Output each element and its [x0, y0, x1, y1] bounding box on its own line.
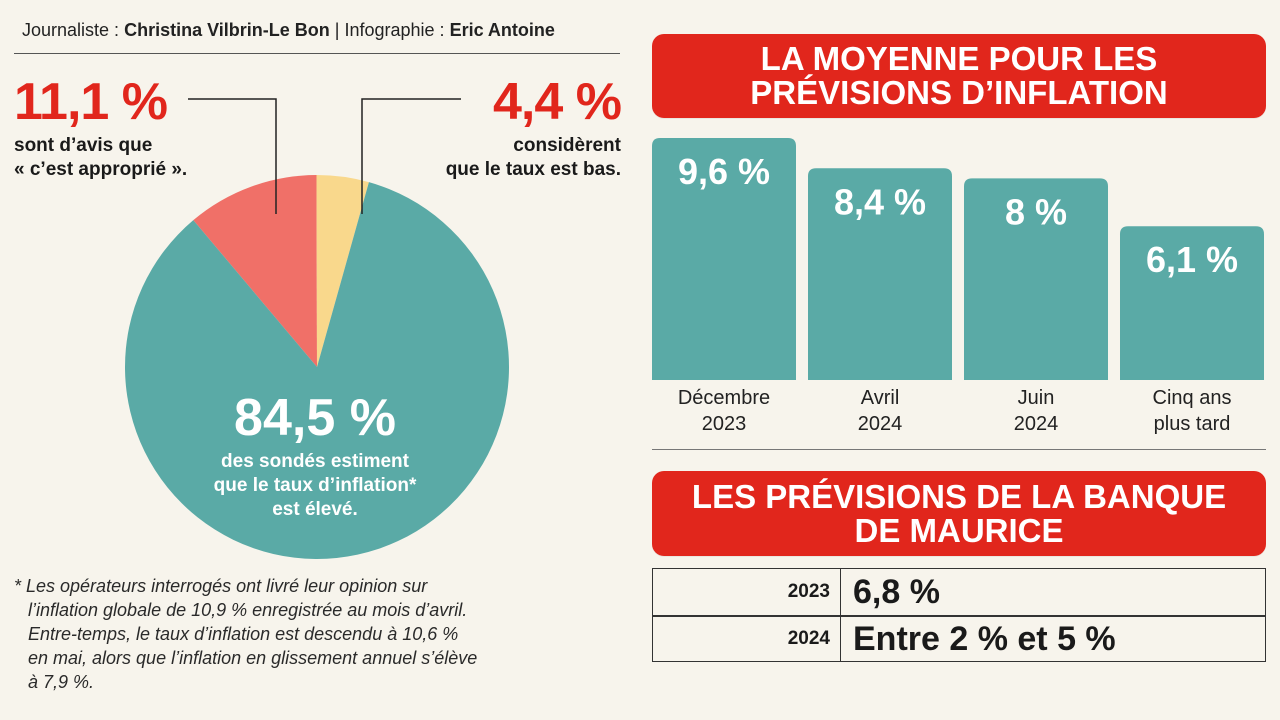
- footnote: * Les opérateurs interrogés ont livré le…: [14, 574, 614, 694]
- bar-category-line2: 2024: [857, 413, 903, 435]
- banner-moyenne-line1: LA MOYENNE POUR LES: [760, 40, 1158, 77]
- bar-value-label: 8 %: [1005, 191, 1067, 232]
- banner-banque: LES PRÉVISIONS DE LA BANQUE DE MAURICE: [652, 471, 1266, 556]
- forecast-year: 2023: [653, 569, 841, 615]
- leader-line-bas: [361, 98, 461, 214]
- journalist-name: Christina Vilbrin-Le Bon: [124, 20, 330, 40]
- leader-line-approprie: [188, 98, 277, 214]
- footnote-line: en mai, alors que l’inflation en glissem…: [28, 648, 478, 668]
- bar-1: [808, 168, 952, 380]
- bas-line2: que le taux est bas.: [445, 159, 621, 180]
- pie-slices: [125, 175, 510, 559]
- pie-slice-eleve: [125, 182, 510, 559]
- banner-banque-line1: LES PRÉVISIONS DE LA BANQUE: [691, 477, 1227, 515]
- forecast-table: 2023 6,8 % 2024 Entre 2 % et 5 %: [652, 568, 1266, 662]
- forecast-year: 2024: [653, 616, 841, 662]
- pie-chart: [125, 98, 510, 559]
- pie-slice-bas: [316, 175, 369, 367]
- bar-category-line2: 2023: [701, 413, 747, 435]
- bar-chart-divider: [652, 449, 1266, 450]
- bar-category-line1: Juin: [1017, 387, 1055, 409]
- bar-category-line2: 2024: [1013, 413, 1059, 435]
- infographic-label: Infographie :: [344, 20, 445, 40]
- approprie-line1: sont d’avis que: [14, 135, 153, 156]
- banner-moyenne: LA MOYENNE POUR LES PRÉVISIONS D’INFLATI…: [652, 34, 1266, 118]
- bar-value-label: 6,1 %: [1146, 239, 1238, 280]
- table-row: 2024 Entre 2 % et 5 %: [653, 616, 1265, 662]
- bar-3: [1120, 226, 1264, 380]
- pie-slice-approprie: [193, 175, 317, 367]
- footnote-line: l’inflation globale de 10,9 % enregistré…: [28, 600, 468, 620]
- bar-chart: 9,6 % 8,4 % 8 % 6,1 %: [652, 138, 1264, 380]
- bar-2: [964, 178, 1108, 380]
- bar-category-label: Juin 2024: [964, 385, 1108, 437]
- table-row: 2023 6,8 %: [653, 569, 1265, 615]
- eleve-value: 84,5 %: [234, 389, 396, 447]
- bar-category-line1: Cinq ans: [1152, 387, 1232, 409]
- banner-moyenne-line2: PRÉVISIONS D’INFLATION: [750, 74, 1168, 111]
- table-divider: [653, 615, 1265, 617]
- bar-0: [652, 138, 796, 380]
- credits-divider: [14, 53, 620, 54]
- credits-separator: |: [334, 20, 340, 40]
- bar-category-line2: plus tard: [1153, 413, 1231, 435]
- footnote-line: * Les opérateurs interrogés ont livré le…: [14, 576, 428, 596]
- footnote-line: Entre-temps, le taux d’inflation est des…: [28, 624, 459, 644]
- bar-category-label: Décembre 2023: [652, 385, 796, 437]
- eleve-line3: est élevé.: [272, 499, 358, 520]
- bar-value-label: 9,6 %: [678, 151, 770, 192]
- eleve-line1: des sondés estiment: [221, 451, 409, 472]
- journalist-label: Journaliste :: [22, 20, 120, 40]
- forecast-value: 6,8 %: [853, 572, 940, 611]
- footnote-line: à 7,9 %.: [28, 672, 95, 692]
- approprie-value: 11,1 %: [14, 73, 168, 131]
- bar-category-line1: Décembre: [677, 387, 771, 409]
- bas-value: 4,4 %: [493, 73, 622, 131]
- bar-category-line1: Avril: [860, 387, 900, 409]
- bar-category-label: Cinq ans plus tard: [1120, 385, 1264, 437]
- infographic-name: Eric Antoine: [449, 20, 555, 40]
- forecast-value: Entre 2 % et 5 %: [853, 619, 1116, 658]
- eleve-line2: que le taux d’inflation*: [213, 475, 417, 496]
- bas-line1: considèrent: [513, 135, 621, 156]
- bar-value-label: 8,4 %: [834, 181, 926, 222]
- approprie-line2: « c’est approprié ».: [14, 159, 188, 180]
- bars-group: 9,6 % 8,4 % 8 % 6,1 %: [652, 138, 1264, 380]
- bar-category-label: Avril 2024: [808, 385, 952, 437]
- banner-banque-line2: DE MAURICE: [854, 511, 1064, 549]
- credits-line: Journaliste : Christina Vilbrin-Le Bon |…: [22, 20, 555, 41]
